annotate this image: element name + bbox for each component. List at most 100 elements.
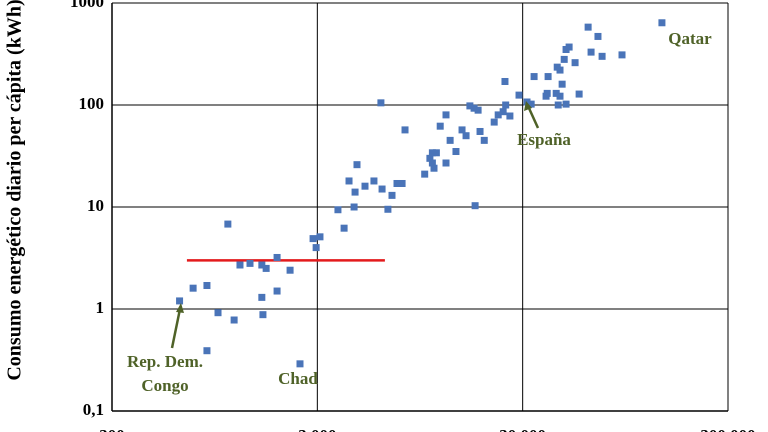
point <box>345 177 353 185</box>
point <box>466 102 474 110</box>
point <box>458 126 466 134</box>
point <box>494 111 502 119</box>
point <box>558 80 566 88</box>
point <box>490 118 498 126</box>
point <box>259 311 267 319</box>
point <box>203 281 211 289</box>
point <box>203 347 211 355</box>
arrowhead <box>176 303 184 313</box>
point <box>462 132 470 140</box>
annotation: España <box>517 130 571 149</box>
point <box>598 52 606 60</box>
point <box>618 51 626 59</box>
point <box>556 66 564 74</box>
point <box>594 32 602 40</box>
point <box>377 99 385 107</box>
point <box>506 112 514 120</box>
point <box>388 191 396 199</box>
point <box>428 159 436 167</box>
point <box>230 316 238 324</box>
point <box>452 148 460 156</box>
point <box>334 206 342 214</box>
point <box>502 101 510 109</box>
point <box>560 55 568 63</box>
point <box>350 203 358 211</box>
arrowhead <box>524 101 532 111</box>
point <box>471 202 479 210</box>
point <box>575 90 583 98</box>
point <box>286 266 294 274</box>
y-tick-label: 100 <box>79 94 105 113</box>
annotation: Chad <box>278 369 318 388</box>
point <box>296 360 304 368</box>
point <box>384 205 392 213</box>
point <box>571 59 579 67</box>
point <box>258 293 266 301</box>
point <box>246 259 254 267</box>
x-tick-label: 3.000 <box>298 426 336 432</box>
point <box>401 126 409 134</box>
point <box>398 179 406 187</box>
point <box>543 89 551 97</box>
point <box>393 179 401 187</box>
point <box>565 43 573 51</box>
point <box>474 106 482 114</box>
point <box>515 91 523 99</box>
x-tick-label: 300.000 <box>700 426 755 432</box>
x-tick-label: 300 <box>99 426 125 432</box>
point <box>340 224 348 232</box>
point <box>499 108 507 116</box>
point <box>544 73 552 81</box>
point <box>587 48 595 56</box>
y-tick-label: 10 <box>87 196 104 215</box>
point <box>432 149 440 157</box>
y-axis-label: Consumo energético diario per cápita (kW… <box>4 0 26 381</box>
point <box>258 261 266 269</box>
point <box>530 73 538 81</box>
y-tick-label: 0,1 <box>83 400 104 419</box>
arrow <box>526 105 540 129</box>
point <box>658 19 666 27</box>
point <box>442 159 450 167</box>
point <box>523 98 531 106</box>
point <box>224 220 232 228</box>
point <box>584 23 592 31</box>
point <box>426 154 434 162</box>
point <box>470 104 478 112</box>
point <box>214 309 222 317</box>
point <box>176 297 184 305</box>
point <box>273 287 281 295</box>
point <box>428 149 436 157</box>
point <box>480 136 488 144</box>
point <box>309 235 317 243</box>
point <box>562 100 570 108</box>
point <box>501 77 509 85</box>
point <box>353 161 361 169</box>
point <box>351 188 359 196</box>
point <box>442 111 450 119</box>
point <box>476 127 484 135</box>
point <box>370 177 378 185</box>
point <box>378 185 386 193</box>
annotation: Congo <box>141 376 188 395</box>
y-tick-label: 1000 <box>70 0 104 11</box>
point <box>312 244 320 252</box>
point <box>189 284 197 292</box>
point <box>436 122 444 130</box>
point <box>430 164 438 172</box>
arrow <box>170 308 182 349</box>
point <box>552 89 560 97</box>
point <box>554 101 562 109</box>
point <box>316 233 324 241</box>
x-tick-label: 30.000 <box>499 426 546 432</box>
point <box>421 170 429 178</box>
y-tick-label: 1 <box>96 298 105 317</box>
point <box>236 261 244 269</box>
annotation: Qatar <box>668 29 712 48</box>
point <box>361 182 369 190</box>
annotation: Rep. Dem. <box>127 352 203 371</box>
point <box>527 100 535 108</box>
point <box>556 92 564 100</box>
point <box>262 264 270 272</box>
